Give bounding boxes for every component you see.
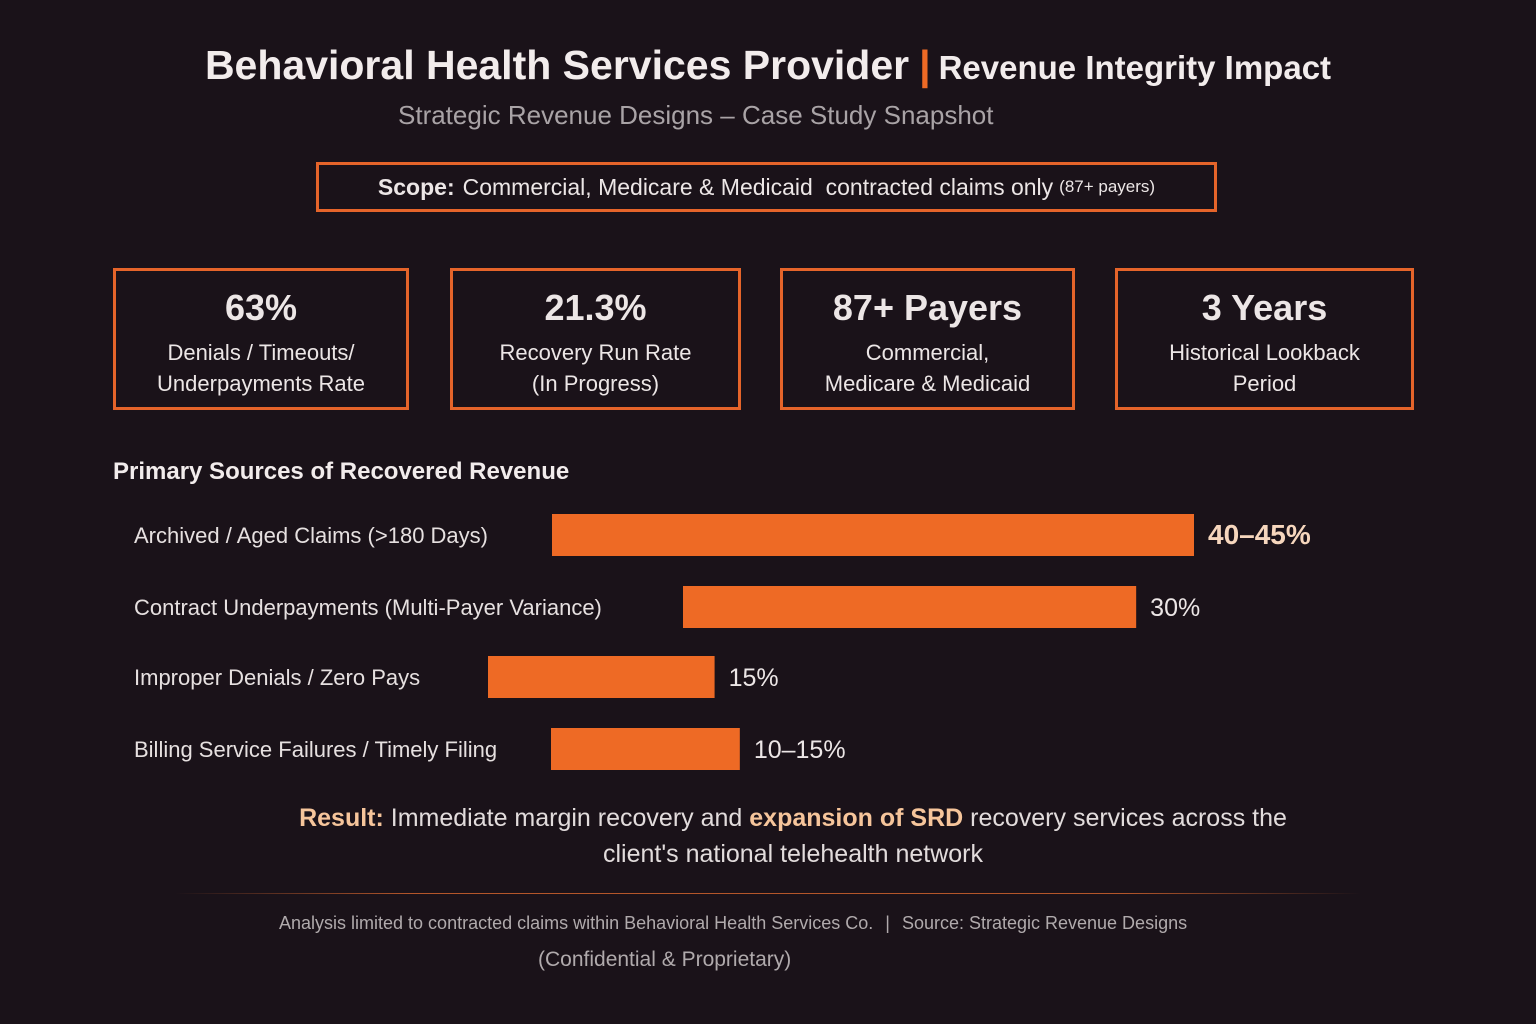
result-emphasis: expansion of SRD [749, 804, 964, 832]
result-text: Immediate margin recovery and [390, 804, 743, 832]
metric-label: Denials / Timeouts/ Underpayments Rate [116, 337, 406, 399]
bar [488, 656, 715, 698]
metric-card-lookback: 3 Years Historical Lookback Period [1115, 268, 1414, 410]
footer-confidential: (Confidential & Proprietary) [538, 948, 792, 971]
bar-category-label: Billing Service Failures / Timely Filing [134, 737, 497, 762]
bar [551, 728, 740, 770]
revenue-sources-bar-chart: Archived / Aged Claims (>180 Days) 40–45%… [134, 514, 1311, 770]
metric-label-line: Denials / Timeouts/ [167, 340, 355, 365]
header: Behavioral Health Services Provider | Reve… [0, 42, 1536, 89]
result-line-2: client's national telehealth network [602, 840, 983, 868]
footer-separator: | [885, 913, 890, 933]
metric-label-line: Commercial, [865, 340, 990, 365]
bar [552, 514, 1194, 556]
title-suffix: Revenue Integrity Impact [938, 49, 1332, 86]
bar-category-label: Improper Denials / Zero Pays [134, 665, 420, 690]
metric-card-payers: 87+ Payers Commercial, Medicare & Medica… [780, 268, 1075, 410]
metric-label-line: Underpayments Rate [157, 371, 365, 396]
metric-label: Historical Lookback Period [1118, 337, 1411, 399]
metric-label-line: Period [1232, 371, 1297, 396]
result-text-post: recovery services across the [970, 804, 1287, 832]
metric-label-line: (In Progress) [531, 371, 660, 396]
bar-value-label: 15% [729, 664, 779, 692]
footer-left: Analysis limited to contracted claims wi… [279, 913, 874, 933]
section-title: Primary Sources of Recovered Revenue [113, 458, 570, 485]
footer-right: Source: Strategic Revenue Designs [901, 913, 1188, 933]
scope-note: (87+ payers) [1059, 177, 1156, 196]
page-subtitle: Strategic Revenue Designs – Case Study S… [398, 100, 994, 130]
bar-value-label: 30% [1150, 594, 1200, 622]
bar-category-label: Contract Underpayments (Multi-Payer Vari… [134, 595, 602, 620]
bar [683, 586, 1137, 628]
metric-label-line: Recovery Run Rate [499, 340, 692, 365]
metric-label-line: Historical Lookback [1169, 340, 1360, 365]
scope-text: Commercial, Medicare & Medicaid contract… [462, 173, 1054, 200]
metric-label-line: Medicare & Medicaid [824, 371, 1031, 396]
metric-label: Commercial, Medicare & Medicaid [783, 337, 1072, 399]
scope-box: Scope: Commercial, Medicare & Medicaid c… [316, 162, 1217, 212]
page-title: Behavioral Health Services Provider [204, 42, 910, 88]
scope-label: Scope: [377, 173, 455, 200]
footer-note: Analysis limited to contracted claims wi… [279, 913, 1187, 934]
result-label: Result: [299, 804, 384, 832]
metric-card-denials: 63% Denials / Timeouts/ Underpayments Ra… [113, 268, 409, 410]
bar-value-label: 40–45% [1208, 519, 1311, 550]
metric-value: 3 Years [1201, 287, 1328, 328]
metric-label: Recovery Run Rate (In Progress) [453, 337, 738, 399]
metric-value: 87+ Payers [832, 287, 1023, 328]
bar-category-label: Archived / Aged Claims (>180 Days) [134, 523, 488, 548]
metric-value: 63% [224, 287, 298, 328]
title-separator: | [919, 42, 931, 88]
bar-value-label: 10–15% [754, 736, 846, 764]
metric-card-recovery: 21.3% Recovery Run Rate (In Progress) [450, 268, 741, 410]
result-statement: Result: Immediate margin recovery and ex… [168, 800, 1418, 872]
metric-value: 21.3% [544, 287, 647, 328]
divider [175, 893, 1361, 894]
